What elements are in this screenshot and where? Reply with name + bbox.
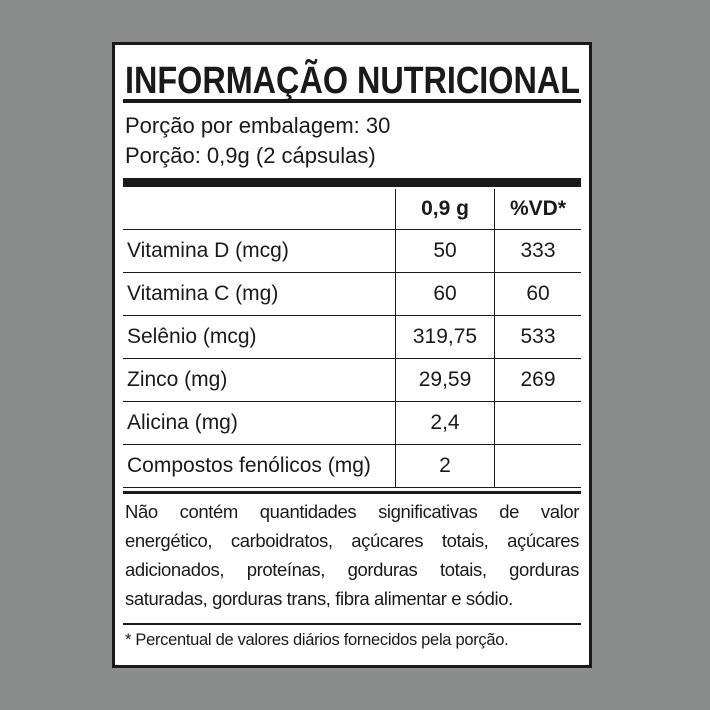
nutrient-row: Selênio (mcg) 319,75 533 — [123, 315, 581, 359]
nutrient-row: Vitamina C (mg) 60 60 — [123, 272, 581, 316]
footnote: * Percentual de valores diários fornecid… — [125, 631, 509, 649]
nutrient-value: 269 — [494, 358, 581, 402]
title-box: INFORMAÇÃO NUTRICIONAL — [125, 58, 580, 102]
nutrient-value: 50 — [395, 229, 495, 273]
rule — [123, 623, 581, 625]
nutrient-value — [494, 401, 581, 445]
nutrient-name: Compostos fenólicos (mg) — [123, 444, 396, 488]
nutrient-value: 60 — [395, 272, 495, 316]
nutrient-name: Vitamina D (mcg) — [123, 229, 396, 273]
nutrient-row: Zinco (mg) 29,59 269 — [123, 358, 581, 402]
serving-line: Porção por embalagem: 30 — [125, 113, 391, 138]
nutrient-name: Zinco (mg) — [123, 358, 396, 402]
title: INFORMAÇÃO NUTRICIONAL — [125, 58, 580, 102]
rule — [123, 99, 581, 103]
nutrient-value: 333 — [494, 229, 581, 273]
nutrient-name: Alicina (mg) — [123, 401, 396, 445]
rule — [123, 491, 581, 494]
nutrient-value: 29,59 — [395, 358, 495, 402]
header-cell — [123, 189, 396, 230]
nutrient-value: 319,75 — [395, 315, 495, 359]
nutrient-value: 60 — [494, 272, 581, 316]
rule — [123, 178, 581, 187]
nutrient-name: Vitamina C (mg) — [123, 272, 396, 316]
header-cell: %VD* — [494, 189, 581, 230]
note: Não contém quantidades significativas de… — [125, 501, 579, 609]
nutrient-row: Vitamina D (mcg) 50 333 — [123, 229, 581, 273]
nutrient-value: 533 — [494, 315, 581, 359]
nutrient-value — [494, 444, 581, 488]
nutrient-name: Selênio (mcg) — [123, 315, 396, 359]
header-row: 0,9 g %VD* — [123, 189, 581, 230]
nutrient-row: Compostos fenólicos (mg) 2 — [123, 444, 581, 488]
serving-line: Porção: 0,9g (2 cápsulas) — [125, 143, 376, 168]
nutrition-label: INFORMAÇÃO NUTRICIONAL Porção por embala… — [112, 42, 592, 668]
table-body: Vitamina D (mcg) 50 333 Vitamina C (mg) 60 60… — [123, 229, 581, 488]
nutrient-value: 2 — [395, 444, 495, 488]
nutrient-row: Alicina (mg) 2,4 — [123, 401, 581, 445]
nutrient-table: 0,9 g %VD* Vitamina D (mcg) 50 333 Vitamina… — [123, 189, 581, 488]
nutrient-value: 2,4 — [395, 401, 495, 445]
header-cell: 0,9 g — [395, 189, 495, 230]
